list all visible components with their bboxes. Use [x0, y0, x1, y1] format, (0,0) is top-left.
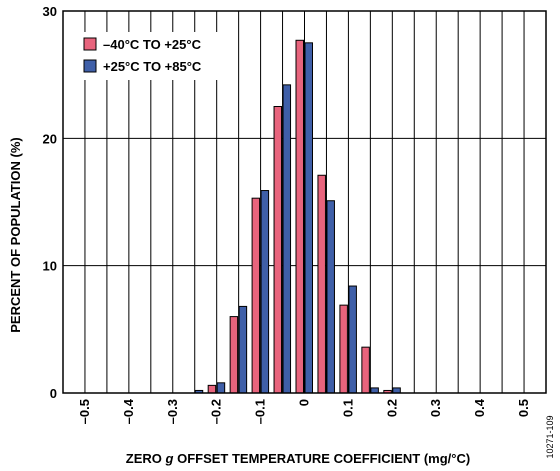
bar-series-2: [260, 190, 270, 394]
bar-series-2: [348, 285, 357, 394]
bar-series-1: [251, 197, 261, 394]
bar-series-1: [317, 174, 326, 394]
x-tick-label: –0.2: [209, 399, 224, 424]
bar-series-1: [295, 39, 304, 394]
bar-series-1: [339, 304, 348, 394]
legend-swatch-series-2: [83, 59, 97, 73]
x-tick-label: 0: [297, 399, 312, 406]
y-tick-label: 30: [43, 4, 57, 19]
x-tick-label: 0.2: [384, 399, 399, 417]
bar-series-2: [370, 387, 379, 394]
y-tick-label: 0: [50, 386, 57, 401]
x-tick-label: –0.1: [253, 399, 268, 424]
x-tick-label: –0.3: [165, 399, 180, 424]
y-tick-labels: 0 10 20 30: [43, 4, 57, 401]
x-tick-label: –0.5: [77, 399, 92, 424]
bars: [194, 39, 401, 394]
legend-label-series-1: –40°C TO +25°C: [103, 37, 202, 52]
bar-series-1: [229, 316, 239, 394]
y-tick-label: 10: [43, 259, 57, 274]
bar-series-2: [282, 84, 292, 394]
x-tick-label: 0.3: [428, 399, 443, 417]
bar-series-2: [238, 305, 248, 394]
x-axis-label: ZERO g OFFSET TEMPERATURE COEFFICIENT (m…: [126, 451, 470, 466]
bar-series-2: [392, 387, 401, 394]
figure-id: 10271-109: [545, 415, 555, 458]
bar-series-2: [304, 42, 313, 394]
bar-series-2: [326, 200, 335, 394]
bar-series-1: [361, 346, 370, 394]
x-tick-label: –0.4: [121, 398, 136, 424]
bar-series-1: [207, 384, 217, 394]
x-tick-label: 0.5: [516, 399, 531, 417]
legend: –40°C TO +25°C +25°C TO +85°C: [77, 32, 227, 80]
legend-swatch-series-1: [83, 37, 97, 51]
legend-label-series-2: +25°C TO +85°C: [103, 59, 202, 74]
x-tick-label: 0.1: [340, 399, 355, 417]
bar-series-1: [273, 106, 283, 394]
y-tick-label: 20: [43, 131, 57, 146]
x-tick-labels: –0.5 –0.4 –0.3 –0.2 –0.1 0 0.1 0.2 0.3 0.4 0.5: [77, 398, 531, 424]
y-axis-label: PERCENT OF POPULATION (%): [8, 137, 23, 332]
legend-box: [77, 32, 227, 80]
x-tick-label: 0.4: [472, 398, 487, 417]
bar-series-2: [216, 382, 226, 394]
plot-frame: [62, 10, 547, 394]
